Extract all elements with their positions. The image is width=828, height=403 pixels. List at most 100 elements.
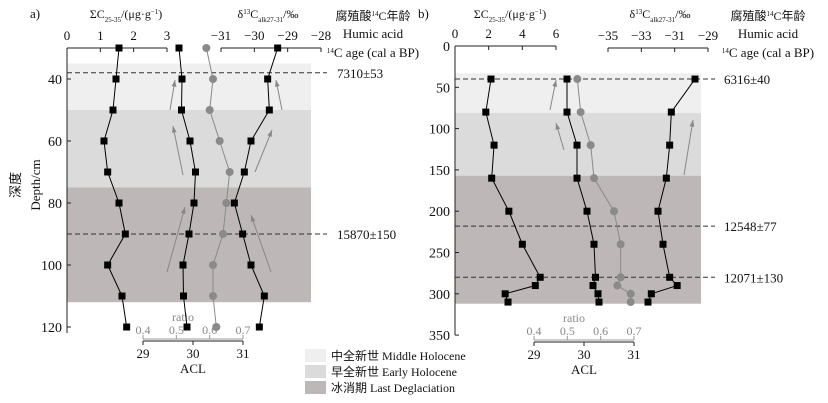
arrow-head-icon <box>171 126 177 133</box>
sumC-point <box>104 261 112 269</box>
d13c-point <box>264 75 272 83</box>
ratio-point <box>219 230 227 238</box>
ratio-point <box>586 141 595 150</box>
age-label: 7310±53 <box>337 66 383 81</box>
legend-label-eh: 早全新世 Early Holocene <box>331 364 457 379</box>
d13c-tick-label: −35 <box>598 28 618 43</box>
age-label: 12548±77 <box>724 219 777 234</box>
acl-label: ACL <box>571 362 597 377</box>
ratio-line <box>576 78 632 303</box>
d13c-point <box>260 292 268 300</box>
trend-arrow <box>172 125 184 176</box>
ratio-point <box>205 106 214 114</box>
arrow-head-icon <box>274 80 280 87</box>
trend-arrow <box>166 206 186 273</box>
d13c-line <box>647 78 696 303</box>
y-tick-label: 0 <box>443 40 450 55</box>
sumC-tick-label: 0 <box>452 26 459 41</box>
d13c-point <box>662 174 670 182</box>
legend-swatch-eh <box>305 365 326 378</box>
y-tick-label: 80 <box>48 197 62 212</box>
acl-point <box>179 261 187 269</box>
d13c-line <box>233 47 279 328</box>
acl-point <box>178 106 185 114</box>
y-tick-label: 300 <box>429 288 450 303</box>
ratio-point <box>215 137 224 145</box>
sumC-point <box>115 44 123 52</box>
sumC-point <box>100 137 108 145</box>
ratio-point <box>222 199 231 207</box>
sumC-line <box>485 78 541 303</box>
sumC-tick-label: 6 <box>553 26 560 41</box>
title-part: 25-35 <box>105 16 122 24</box>
y-tick-label: 100 <box>429 123 450 138</box>
acl-point <box>594 290 602 298</box>
ratio-point <box>209 292 217 300</box>
ratio-point <box>616 273 625 282</box>
acl-point <box>592 273 599 281</box>
arrow-head-icon <box>689 120 695 127</box>
title-part: C <box>250 7 258 21</box>
ratio-point <box>576 108 585 117</box>
ratio-label: ratio <box>563 311 585 325</box>
arrow-head-icon <box>250 215 256 222</box>
d13c-point <box>654 207 662 215</box>
title-part: C age (cal a BP) <box>729 45 814 60</box>
d13c-tick-label: −29 <box>698 28 718 43</box>
acl-tick-label: 30 <box>187 346 200 361</box>
title-part: 14 <box>722 47 730 55</box>
acl-point <box>583 207 591 215</box>
sumC-point <box>536 273 544 281</box>
title-part: ) <box>542 7 546 21</box>
acl-point <box>590 240 598 248</box>
title-part: C <box>642 7 650 21</box>
ratio-tick-label: 0.4 <box>136 323 151 337</box>
d13c-point <box>247 137 255 145</box>
legend-swatch-mh <box>305 349 326 362</box>
d13c-point <box>274 44 282 52</box>
acl-tick-label: 30 <box>578 347 591 362</box>
sumC-point <box>121 230 129 238</box>
ratio-label: ratio <box>172 310 194 324</box>
d13c-point <box>691 75 699 83</box>
title-part: −1 <box>535 8 543 16</box>
sumC-point <box>487 75 495 83</box>
d13c-tick-label: −28 <box>311 28 331 43</box>
title-part: ΣC <box>90 7 105 21</box>
title-part: /‰ <box>675 7 690 21</box>
sumC-point <box>531 282 539 290</box>
sumC-point <box>104 168 112 176</box>
trend-arrow <box>683 119 694 176</box>
ratio-tick-label: 0.7 <box>627 324 642 338</box>
title-part: 13 <box>243 8 251 16</box>
y-tick-label: 350 <box>429 329 450 344</box>
ratio-point <box>610 207 618 216</box>
acl-line <box>566 79 600 303</box>
sumC-point <box>109 106 117 114</box>
panel-label: a) <box>30 6 40 21</box>
title-part: alk27-31 <box>650 16 675 24</box>
sumC-tick-label: 1 <box>97 28 104 43</box>
ratio-point <box>202 44 211 52</box>
acl-point <box>180 292 187 300</box>
title-part: C年龄 <box>774 9 806 23</box>
zone-ld <box>455 175 701 304</box>
panel-a: 40 60 80 100 120 深度 Depth/cm a) 0 1 2 3 −31 −30 −29 −2… <box>8 6 419 376</box>
sumC-tick-label: 3 <box>164 28 171 43</box>
age-header-unit: 14C age (cal a BP) <box>722 45 814 60</box>
d13c-point <box>255 323 263 331</box>
sumC-tick-label: 2 <box>130 28 137 43</box>
sumC-point <box>123 323 131 331</box>
d13c-tick-label: −31 <box>664 28 684 43</box>
d13c-point <box>230 199 238 207</box>
title-part: /(μg·g <box>505 7 535 21</box>
ratio-point <box>613 281 622 290</box>
title-part: C age (cal a BP) <box>334 45 419 60</box>
acl-point <box>186 137 194 145</box>
d13c-tick-label: −30 <box>244 28 264 43</box>
title-part: C年龄 <box>379 9 411 23</box>
ratio-point <box>573 75 582 84</box>
acl-point <box>190 199 198 207</box>
title-part: 13 <box>635 8 643 16</box>
ratio-tick-label: 0.6 <box>593 324 608 338</box>
